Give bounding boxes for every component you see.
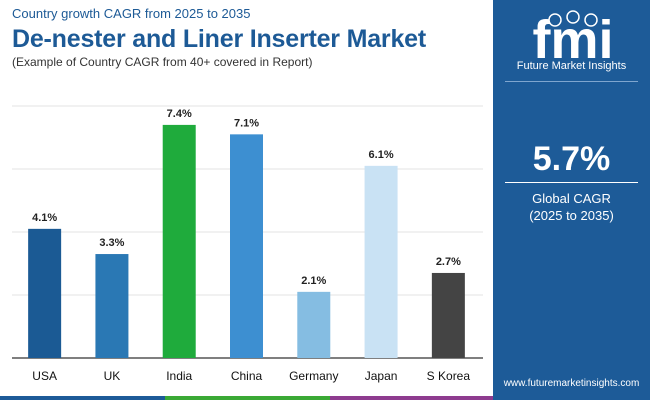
bar-india [162,124,196,359]
brand-name: Future Market Insights [516,60,627,72]
global-cagr-label: Global CAGR [532,191,611,206]
global-cagr-value: 5.7% [532,140,611,178]
data-label: 7.1% [234,117,259,129]
side-panel: fmi Future Market Insights 5.7% Global C… [493,0,650,400]
data-label: 3.3% [99,237,124,249]
x-tick-label: India [166,369,192,383]
x-tick-label: Germany [289,369,338,383]
bar-germany [297,291,331,358]
bar-usa [28,228,62,358]
x-tick-label: USA [32,369,57,383]
bar-japan [364,165,398,358]
global-cagr-label-block: Global CAGR (2025 to 2035) [493,190,650,224]
bar-china [230,134,263,358]
x-tick-label: S Korea [427,369,471,383]
data-label: 4.1% [32,212,57,224]
data-label: 2.1% [301,275,326,287]
global-cagr-divider [505,182,638,183]
data-label: 6.1% [369,149,394,161]
bar-uk [95,254,129,358]
divider [505,81,638,82]
bar-chart: 4.1% USA 3.3% UK 7.4% India 7.1% China 2.1% Germa… [12,105,483,383]
x-tick-label: UK [104,369,121,383]
footer-bar-green [165,396,330,400]
chart-caption: (Example of Country CAGR from 40+ covere… [12,55,313,69]
footer-bar-blue [0,396,165,400]
x-tick-label: Japan [365,369,398,383]
website-link[interactable]: www.futuremarketinsights.com [503,378,640,389]
chart-subtitle: Country growth CAGR from 2025 to 2035 [12,6,251,21]
bar-s-korea [431,272,465,358]
chart-title: De-nester and Liner Inserter Market [12,25,426,53]
x-tick-label: China [231,369,263,383]
chart-header: Country growth CAGR from 2025 to 2035 De… [12,6,482,70]
footer-bar-purple [330,396,493,400]
data-label: 7.4% [167,108,192,120]
global-cagr-period: (2025 to 2035) [529,208,614,223]
fmi-logo: fmi [533,10,614,70]
data-label: 2.7% [436,256,461,268]
